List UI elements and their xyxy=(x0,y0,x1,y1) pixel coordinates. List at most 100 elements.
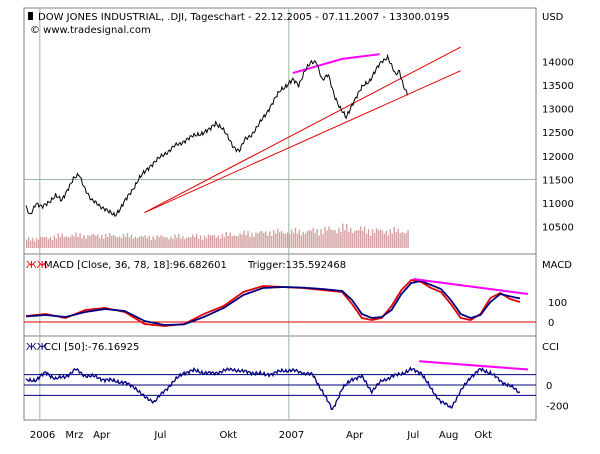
volume-bar xyxy=(211,235,214,248)
volume-bar xyxy=(300,235,303,248)
volume-bar xyxy=(363,226,366,248)
x-tick-label: Okt xyxy=(474,430,492,441)
volume-bar xyxy=(146,238,148,248)
volume-bar xyxy=(81,238,83,248)
price-y-tick: 10500 xyxy=(542,223,574,234)
volume-bar xyxy=(263,233,265,248)
volume-bar xyxy=(154,239,156,248)
chart-series xyxy=(25,53,529,410)
volume-bar xyxy=(182,236,184,248)
macd-trigger-label: Trigger:135.592468 xyxy=(247,260,346,271)
volume-bar xyxy=(174,234,176,248)
price-y-tick: 12000 xyxy=(542,152,574,163)
volume-bar xyxy=(233,235,235,248)
volume-bar xyxy=(231,236,233,248)
volume-bar xyxy=(282,233,285,248)
volume-bar xyxy=(373,233,376,248)
volume-bar xyxy=(142,236,144,248)
price-y-tick: 11000 xyxy=(542,199,574,210)
volume-bar xyxy=(136,238,139,248)
volume-bar xyxy=(26,239,28,248)
volume-bar xyxy=(253,236,255,248)
volume-bar xyxy=(255,232,257,248)
volume-bar xyxy=(237,236,239,248)
volume-bar xyxy=(97,234,99,248)
volume-bar xyxy=(148,235,150,248)
volume-bar xyxy=(397,228,399,248)
trendlines xyxy=(144,46,461,214)
volume-bar xyxy=(138,236,141,248)
volume-bar xyxy=(288,234,291,248)
volume-bar xyxy=(357,230,360,248)
volume-bar xyxy=(306,231,308,248)
volume-bar xyxy=(158,237,160,248)
volume-bar xyxy=(35,237,38,248)
volume-bar xyxy=(342,223,344,248)
price-legend-icon xyxy=(28,12,33,20)
volume-bar xyxy=(316,229,318,248)
volume-bar xyxy=(108,233,111,248)
cci-y-tick: -200 xyxy=(546,402,569,413)
volume-bar xyxy=(152,236,154,248)
volume-bar xyxy=(112,234,115,248)
volume-bar xyxy=(324,226,326,248)
volume-bar xyxy=(118,236,121,248)
volume-bar xyxy=(207,234,210,248)
volume-bar xyxy=(249,236,251,248)
volume-bar xyxy=(140,235,143,248)
volume-bar xyxy=(130,234,133,248)
volume-bar xyxy=(403,233,405,248)
volume-bar xyxy=(213,235,216,248)
volume-bar xyxy=(399,233,401,248)
volume-bar xyxy=(229,232,231,248)
volume-bar xyxy=(188,237,190,248)
macd-y-tick: 100 xyxy=(548,298,567,309)
volume-bar xyxy=(170,236,172,248)
volume-bar xyxy=(124,237,127,248)
volume-bar xyxy=(203,235,206,248)
volume-bar xyxy=(144,235,146,248)
volume-bar xyxy=(286,232,289,248)
volume-bar xyxy=(355,230,358,248)
volume-bar xyxy=(122,234,125,248)
volume-bar xyxy=(314,232,316,248)
volume-bar xyxy=(354,230,356,248)
volume-bar xyxy=(326,230,328,248)
volume-bar xyxy=(45,236,48,248)
volume-bar xyxy=(162,236,164,248)
volume-bar xyxy=(221,233,224,248)
volume-bar xyxy=(99,238,101,248)
cci-divergence-line xyxy=(419,360,528,371)
volume-bar xyxy=(239,233,241,248)
volume-bar xyxy=(338,227,340,248)
volume-bar xyxy=(205,237,208,248)
volume-bar xyxy=(298,229,301,248)
volume-bar xyxy=(193,237,196,248)
volume-bar xyxy=(180,238,182,248)
volume-bar xyxy=(245,235,247,248)
volume-bar xyxy=(83,235,85,248)
volume-bar xyxy=(126,233,129,248)
volume-bar xyxy=(101,234,103,248)
volume-bar xyxy=(340,232,342,248)
volume-bar xyxy=(178,234,180,248)
volume-bar xyxy=(387,235,390,248)
volume-bar xyxy=(361,230,364,248)
grid-lines xyxy=(24,8,536,420)
chart-title: DOW JONES INDUSTRIAL, .DJI, Tageschart -… xyxy=(38,12,450,23)
volume-bar xyxy=(296,233,299,248)
volume-bar xyxy=(247,231,249,248)
volume-bar xyxy=(29,240,32,248)
volume-bar xyxy=(176,237,178,248)
price-divergence-line xyxy=(292,53,380,75)
volume-bar xyxy=(391,233,393,248)
volume-bar xyxy=(199,235,202,248)
volume-bar xyxy=(381,230,384,248)
volume-bar xyxy=(267,235,269,248)
volume-bar xyxy=(107,236,109,248)
volume-bar xyxy=(49,237,52,248)
volume-bar xyxy=(168,239,170,248)
volume-bar xyxy=(379,229,382,248)
price-y-tick: 14000 xyxy=(542,57,574,68)
